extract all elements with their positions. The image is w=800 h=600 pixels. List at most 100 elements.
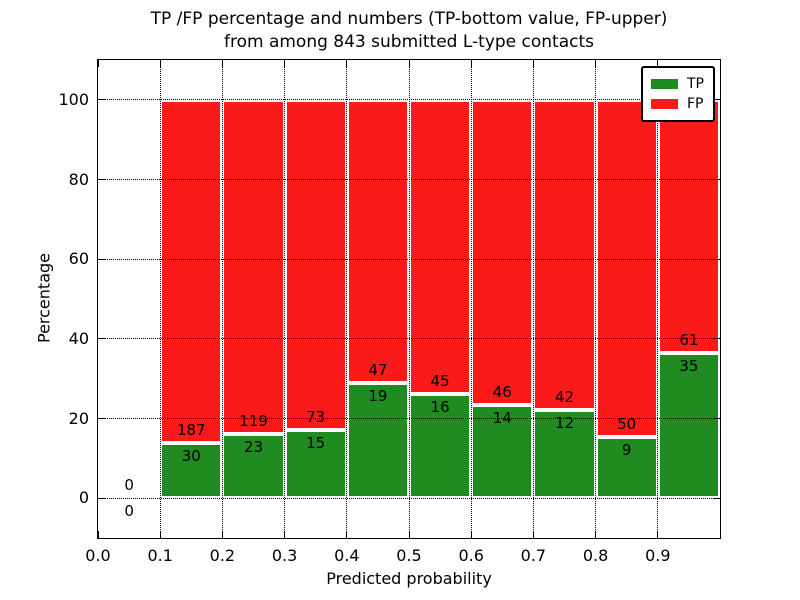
x-tick-label: 0.7 xyxy=(520,546,547,565)
x-tick-mark-bottom xyxy=(532,531,534,538)
tp-count-label: 35 xyxy=(679,356,699,375)
y-tick-mark-right xyxy=(713,179,720,180)
x-tick-label: 0.1 xyxy=(147,546,173,565)
tick-marks-layer xyxy=(97,60,720,538)
tp-count-label: 19 xyxy=(368,387,388,406)
y-tick-mark-left xyxy=(98,338,105,340)
fp-count-label: 47 xyxy=(368,361,388,380)
y-tick-label: 40 xyxy=(68,328,89,348)
tp-bar-segment xyxy=(595,437,658,499)
y-tick-mark-left xyxy=(98,99,105,101)
tp-bar-segment xyxy=(657,352,720,499)
x-tick-mark-top xyxy=(470,60,472,67)
fp-bar-segment xyxy=(471,99,534,406)
tp-count-label: 9 xyxy=(621,441,632,460)
tp-count-label: 15 xyxy=(306,434,326,453)
y-tick-mark-left xyxy=(98,258,105,260)
x-tick-mark-bottom xyxy=(657,531,659,538)
y-tick-mark-right xyxy=(713,338,720,340)
tp-count-label: 23 xyxy=(243,437,264,456)
fp-count-label: 0 xyxy=(124,476,134,495)
vertical-gridline xyxy=(408,60,410,538)
fp-bar-segment xyxy=(160,99,223,444)
fp-count-label: 45 xyxy=(430,371,450,390)
vertical-gridline xyxy=(532,60,534,538)
vertical-gridline xyxy=(221,60,223,538)
x-tick-mark-bottom xyxy=(470,531,472,538)
chart-title-line1: TP /FP percentage and numbers (TP-bottom… xyxy=(150,9,668,29)
x-tick-label: 0.6 xyxy=(458,546,484,565)
y-tick-mark-left xyxy=(98,497,105,499)
vertical-gridline xyxy=(595,60,597,538)
vertical-gridline xyxy=(657,60,659,538)
x-axis-label: Predicted probability xyxy=(326,569,492,588)
x-tick-mark-bottom xyxy=(284,531,286,538)
bar-annotations-layer: 0 0 187 30 119 23 73 15 47 19 45 16 46 14 42 12 50 9 61 35 xyxy=(98,60,720,538)
fp-bar-segment xyxy=(346,99,409,384)
tp-bar-segment xyxy=(471,405,534,499)
tp-count-label: 0 xyxy=(124,502,134,521)
tp-count-label: 30 xyxy=(181,447,201,466)
tp-bar-segment xyxy=(160,443,223,499)
fp-count-label: 187 xyxy=(176,421,206,440)
y-tick-mark-right xyxy=(713,99,720,101)
x-tick-mark-top xyxy=(595,60,597,67)
legend: TP FP xyxy=(641,66,715,122)
vertical-gridline xyxy=(470,60,472,538)
x-tick-mark-top xyxy=(657,60,659,67)
x-tick-label: 0.8 xyxy=(582,546,609,565)
x-tick-mark-bottom xyxy=(159,531,161,538)
fp-bar-segment xyxy=(657,99,720,353)
fp-color-swatch xyxy=(651,99,678,109)
tp-count-label: 16 xyxy=(430,397,450,416)
x-tick-mark-top xyxy=(97,60,99,67)
x-tick-mark-bottom xyxy=(408,531,410,538)
y-tick-mark-left xyxy=(98,418,105,419)
chart-title: TP /FP percentage and numbers (TP-bottom… xyxy=(151,8,668,54)
y-tick-mark-right xyxy=(713,418,720,419)
y-tick-label: 60 xyxy=(68,249,89,269)
vertical-gridline xyxy=(159,60,161,538)
legend-label-tp: TP xyxy=(687,76,704,92)
x-tick-label: 0.9 xyxy=(645,546,671,565)
tp-count-label: 12 xyxy=(554,413,575,432)
y-tick-label: 0 xyxy=(78,488,89,508)
fp-count-label: 119 xyxy=(239,411,268,430)
fp-count-label: 42 xyxy=(554,387,575,406)
y-tick-mark-right xyxy=(713,258,720,260)
y-tick-label: 80 xyxy=(68,169,89,189)
y-tick-mark-left xyxy=(98,179,105,180)
fp-bar-segment xyxy=(533,99,596,410)
fp-bar-segment xyxy=(409,99,472,394)
plot-area: 0 0 187 30 119 23 73 15 47 19 45 16 46 14 42 12 50 9 61 35 … xyxy=(97,59,721,539)
tp-bar-segment xyxy=(533,409,596,499)
x-tick-mark-top xyxy=(284,60,286,67)
x-tick-mark-bottom xyxy=(221,531,223,538)
fp-count-label: 73 xyxy=(306,408,326,427)
fp-bar-segment xyxy=(284,99,347,431)
tp-bar-segment xyxy=(346,383,409,499)
x-tick-mark-bottom xyxy=(595,531,597,538)
x-tick-mark-top xyxy=(346,60,348,67)
x-tick-mark-top xyxy=(159,60,161,67)
y-tick-label: 20 xyxy=(68,408,89,428)
fp-bar-segment xyxy=(595,99,658,438)
y-tick-mark-right xyxy=(713,497,720,499)
tp-color-swatch xyxy=(651,79,678,89)
x-tick-mark-top xyxy=(408,60,410,67)
y-tick-label: 100 xyxy=(58,89,89,109)
tp-bar-segment xyxy=(409,393,472,499)
x-tick-label: 0.0 xyxy=(85,546,111,565)
x-tick-mark-bottom xyxy=(346,531,348,538)
x-tick-label: 0.3 xyxy=(271,546,298,565)
x-tick-mark-top xyxy=(221,60,223,67)
tp-bar-segment xyxy=(222,433,285,499)
vertical-gridline xyxy=(346,60,348,538)
tp-bar-segment xyxy=(284,430,347,499)
legend-entry-tp: TP xyxy=(651,74,704,94)
x-tick-mark-bottom xyxy=(97,531,99,538)
fp-count-label: 46 xyxy=(492,383,512,402)
fp-count-label: 50 xyxy=(617,415,637,434)
x-tick-label: 0.4 xyxy=(334,546,360,565)
